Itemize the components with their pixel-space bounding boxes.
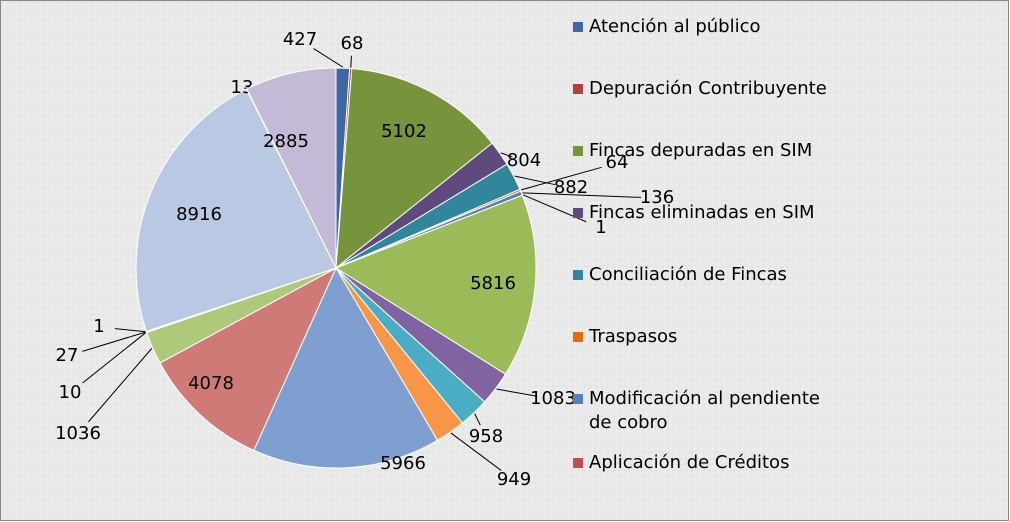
data-label: 958 — [469, 426, 503, 447]
data-label: 5102 — [381, 121, 427, 142]
data-label: 882 — [554, 177, 588, 198]
legend-label: Conciliación de Fincas — [589, 264, 787, 285]
data-label: 13 — [231, 77, 254, 98]
data-label: 1036 — [55, 423, 101, 444]
pie-slice — [135, 88, 337, 332]
legend-swatch — [573, 208, 583, 218]
leader-line — [82, 331, 146, 352]
legend-label: Modificación al pendiente de cobro — [589, 388, 820, 433]
legend-swatch — [573, 22, 583, 32]
data-label: 1 — [93, 316, 104, 337]
leader-line — [514, 175, 556, 186]
legend-swatch — [573, 394, 583, 404]
pie-slice — [159, 266, 338, 452]
legend-label: Atención al público — [589, 16, 761, 37]
leader-line — [313, 48, 344, 68]
legend-swatch — [573, 270, 583, 280]
leader-line — [474, 413, 481, 426]
legend-label: Fincas depuradas en SIM — [589, 140, 812, 161]
data-label: 5816 — [470, 273, 516, 294]
leader-line — [114, 328, 146, 333]
data-label: 1083 — [530, 388, 576, 409]
legend-swatch — [573, 458, 583, 468]
legend-label: Fincas eliminadas en SIM — [589, 202, 815, 223]
data-label: 8916 — [176, 204, 222, 225]
leader-line — [496, 388, 538, 397]
data-label: 5966 — [380, 453, 426, 474]
data-label: 27 — [56, 345, 79, 366]
leader-line — [88, 348, 153, 423]
pie-slice — [335, 68, 493, 270]
legend-swatch — [573, 146, 583, 156]
legend-swatch — [573, 84, 583, 94]
legend-label: Aplicación de Créditos — [589, 452, 789, 473]
data-label: 949 — [497, 469, 531, 490]
data-label: 68 — [341, 33, 364, 54]
leader-line — [500, 152, 513, 158]
data-label: 136 — [640, 187, 674, 208]
leader-line — [450, 432, 502, 471]
data-label: 804 — [507, 150, 541, 171]
pie-slice — [253, 266, 439, 469]
legend-label: Depuración Contribuyente — [589, 78, 827, 99]
data-label: 427 — [283, 29, 317, 50]
data-label: 2885 — [263, 131, 309, 152]
pie-slice — [246, 67, 337, 269]
data-label: 1 — [595, 217, 606, 238]
legend-label: Traspasos — [588, 326, 677, 347]
legend-swatch — [573, 332, 583, 342]
leader-line — [350, 55, 352, 68]
leader-line — [82, 332, 147, 384]
data-label: 4078 — [188, 373, 234, 394]
pie-slice — [334, 194, 537, 375]
data-label: 10 — [59, 382, 82, 403]
data-label: 64 — [606, 152, 629, 173]
leader-line — [521, 166, 602, 191]
leader-line — [522, 192, 642, 198]
